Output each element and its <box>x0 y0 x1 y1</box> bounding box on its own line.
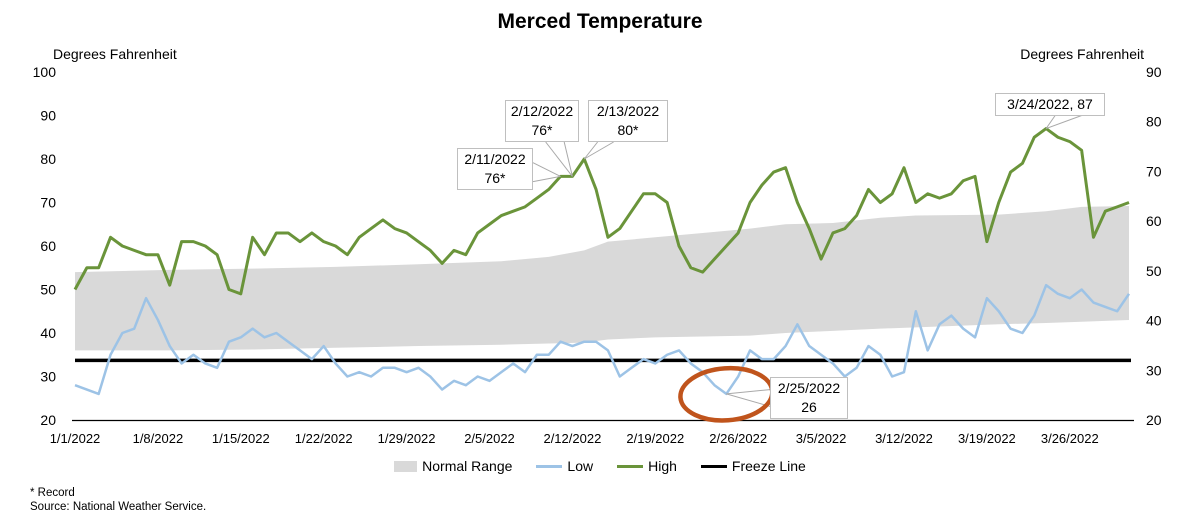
x-axis-tick-label: 1/15/2022 <box>212 431 270 446</box>
freeze-line-swatch-icon <box>700 464 727 468</box>
callout-leader-line <box>583 141 614 160</box>
callout-leader-line <box>726 393 771 407</box>
annotation-text: 76* <box>531 122 553 138</box>
right-axis-tick-label: 20 <box>1146 412 1162 428</box>
right-axis-tick-label: 70 <box>1146 163 1162 179</box>
record-footnote: * Record <box>30 487 75 499</box>
x-axis-tick-label: 2/5/2022 <box>464 431 515 446</box>
legend-item-high: High <box>617 458 677 474</box>
x-axis-tick-label: 3/12/2022 <box>875 431 933 446</box>
callout-leader-line <box>1045 114 1084 130</box>
annotation-text: 2/12/2022 <box>510 103 574 119</box>
normal-range-band <box>75 205 1129 351</box>
annotation-callout: 2/13/2022 80* <box>588 100 668 142</box>
x-axis-tick-label: 1/1/2022 <box>50 431 101 446</box>
right-axis-title: Degrees Fahrenheit <box>1020 46 1144 62</box>
callout-leader-line <box>532 175 561 183</box>
source-footnote: Source: National Weather Service. <box>30 501 207 513</box>
callout-leader-line <box>532 162 561 177</box>
annotation-callout: 2/25/2022 26 <box>770 377 848 419</box>
x-axis-tick-label: 3/5/2022 <box>796 431 847 446</box>
left-axis-tick-label: 60 <box>40 238 56 254</box>
high-line <box>73 127 1130 296</box>
legend-item-normal-range: Normal Range <box>394 458 512 474</box>
chart-legend: Normal Range Low High Freeze Line <box>0 458 1200 474</box>
callout-leader-line <box>563 141 573 177</box>
legend-label: Freeze Line <box>731 458 806 474</box>
right-axis-tick-label: 90 <box>1146 64 1162 80</box>
x-axis-tick-label: 3/19/2022 <box>958 431 1016 446</box>
x-axis-tick-label: 1/22/2022 <box>295 431 353 446</box>
callout-leader-line <box>726 389 771 395</box>
chart-title: Merced Temperature <box>497 10 703 33</box>
annotation-text: 2/11/2022 <box>464 151 526 167</box>
x-axis-tick-label: 3/26/2022 <box>1041 431 1099 446</box>
footnotes: * Record Source: National Weather Servic… <box>30 486 206 514</box>
legend-label: Normal Range <box>422 458 513 474</box>
annotation-callout: 3/24/2022, 87 <box>995 93 1105 116</box>
x-axis-tick-label: 2/19/2022 <box>626 431 684 446</box>
low-line-swatch-icon <box>536 464 563 468</box>
left-axis-title: Degrees Fahrenheit <box>53 46 177 62</box>
left-axis-tick-label: 40 <box>40 325 56 341</box>
annotation-text: 76* <box>484 170 506 186</box>
left-axis-tick-label: 90 <box>40 108 56 124</box>
left-axis-tick-label: 100 <box>33 64 57 80</box>
right-axis-tick-label: 50 <box>1146 263 1162 279</box>
legend-item-low: Low <box>536 458 593 474</box>
left-axis-tick-label: 30 <box>40 369 56 385</box>
left-axis-tick-label: 50 <box>40 282 56 298</box>
normal-range-swatch-icon <box>394 460 418 472</box>
right-axis-tick-label: 30 <box>1146 362 1162 378</box>
left-axis-tick-label: 80 <box>40 151 56 167</box>
legend-item-freeze-line: Freeze Line <box>700 458 806 474</box>
x-axis-tick-label: 2/12/2022 <box>543 431 601 446</box>
annotation-text: 2/13/2022 <box>596 103 660 119</box>
annotation-text: 80* <box>617 122 639 138</box>
left-axis-tick-label: 20 <box>40 412 56 428</box>
low-line <box>74 283 1131 396</box>
callout-leader-line <box>583 141 598 160</box>
annotation-callout: 2/12/2022 76* <box>505 100 579 142</box>
legend-label: Low <box>567 458 594 474</box>
high-line-swatch-icon <box>617 464 644 468</box>
callout-leader-line <box>1045 114 1056 129</box>
annotation-text: 2/25/2022 <box>777 380 841 396</box>
annotation-text: 26 <box>801 399 817 415</box>
x-axis-tick-label: 1/8/2022 <box>133 431 184 446</box>
x-axis-tick-label: 1/29/2022 <box>378 431 436 446</box>
right-axis-tick-label: 80 <box>1146 114 1162 130</box>
x-axis-tick-label: 2/26/2022 <box>709 431 767 446</box>
left-axis-tick-label: 70 <box>40 195 56 211</box>
right-axis-tick-label: 40 <box>1146 313 1162 329</box>
annotation-callout: 2/11/2022 76* <box>457 148 533 190</box>
right-axis-tick-label: 60 <box>1146 213 1162 229</box>
legend-label: High <box>648 458 677 474</box>
callout-leader-line <box>545 141 573 177</box>
annotation-text: 3/24/2022, 87 <box>1007 96 1093 112</box>
